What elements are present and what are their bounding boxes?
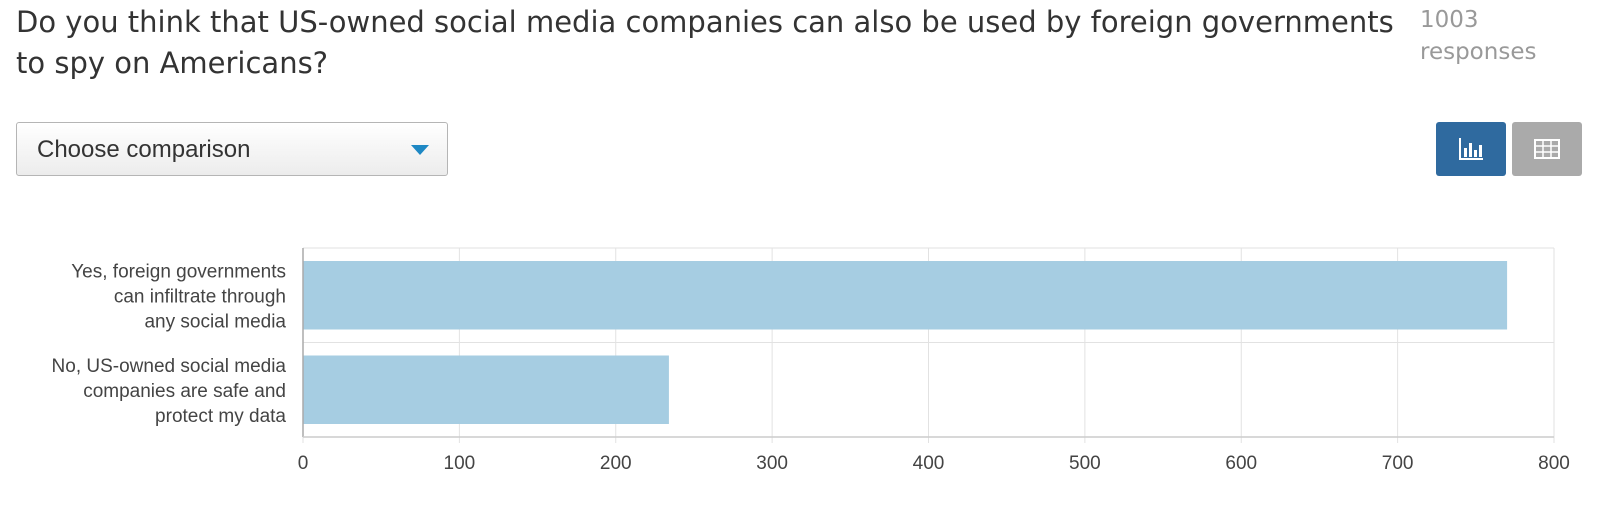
bar <box>303 261 1508 330</box>
category-label: companies are safe and <box>83 381 286 402</box>
x-tick-label: 400 <box>913 453 945 474</box>
responses-number: 1003 <box>1420 7 1479 33</box>
bar <box>303 355 669 424</box>
table-icon <box>1534 139 1560 159</box>
comparison-dropdown-label: Choose comparison <box>37 136 251 163</box>
category-label: protect my data <box>155 406 286 427</box>
x-tick-label: 300 <box>756 453 788 474</box>
x-tick-label: 0 <box>298 453 309 474</box>
category-label: can infiltrate through <box>114 286 286 307</box>
category-label: any social media <box>144 311 286 332</box>
question-title: Do you think that US-owned social media … <box>16 5 1394 80</box>
category-label: No, US-owned social media <box>52 356 287 377</box>
responses-label: responses <box>1420 39 1537 65</box>
chart-view-button[interactable] <box>1436 122 1506 176</box>
x-tick-label: 500 <box>1069 453 1101 474</box>
bar-chart: 0 100 200 300 400 500 600 700 800 Yes, foreign go… <box>52 247 1570 474</box>
comparison-dropdown[interactable]: Choose comparison <box>16 122 448 176</box>
bar-chart-icon <box>1459 138 1483 160</box>
responses-count: 1003 responses <box>1420 4 1580 68</box>
category-label: Yes, foreign governments <box>71 261 286 282</box>
x-tick-label: 800 <box>1538 453 1570 474</box>
table-view-button[interactable] <box>1512 122 1582 176</box>
x-tick-label: 600 <box>1225 453 1257 474</box>
x-tick-label: 200 <box>600 453 632 474</box>
chevron-down-icon <box>411 145 429 155</box>
x-tick-label: 100 <box>444 453 476 474</box>
x-tick-label: 700 <box>1382 453 1414 474</box>
